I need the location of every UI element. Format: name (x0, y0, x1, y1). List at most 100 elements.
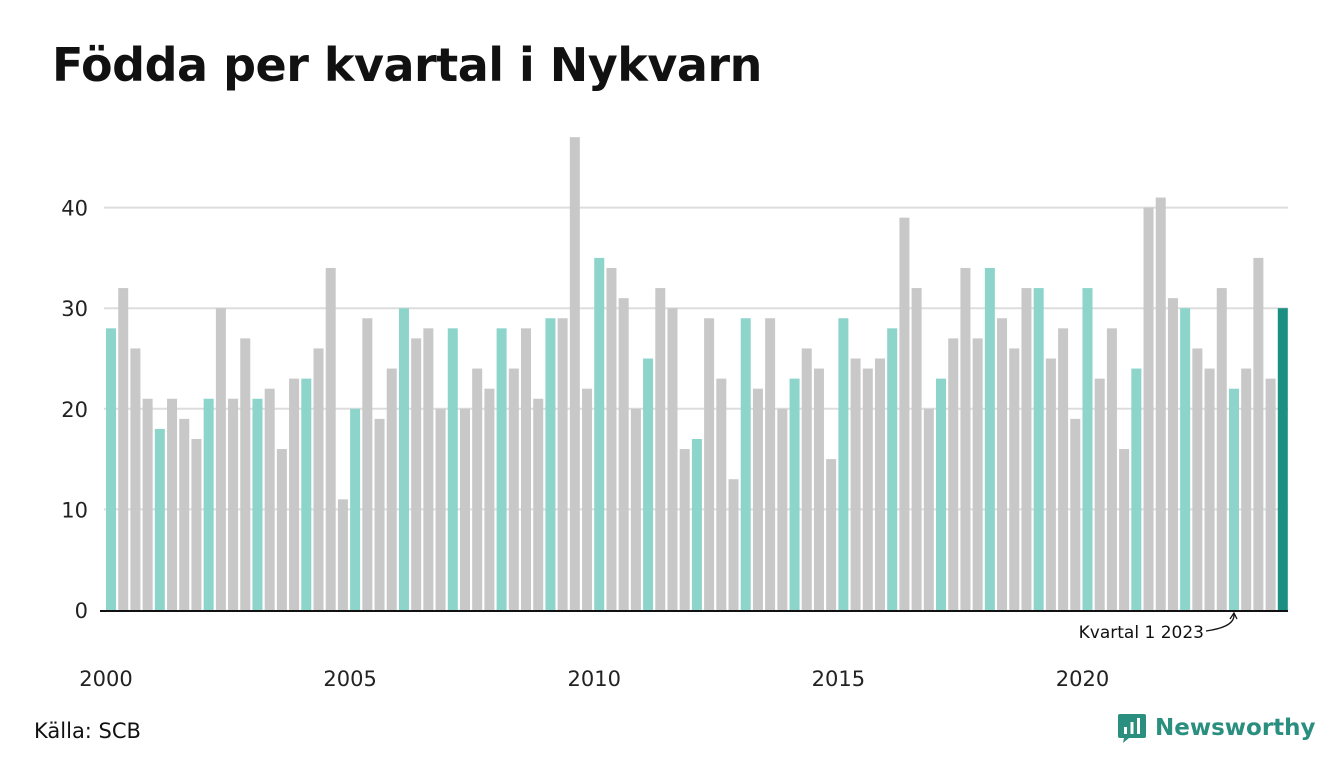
bar-2017-q2 (948, 338, 959, 610)
bar-2012-q3 (716, 378, 727, 610)
bar-2010-q3 (618, 298, 629, 610)
bar-2013-q2 (752, 388, 763, 610)
y-tick-label: 20 (61, 398, 88, 422)
bar-2000-q4 (142, 398, 153, 610)
bar-2001-q1 (154, 428, 165, 610)
bar-2011-q2 (655, 288, 666, 610)
bar-2024-q1 (1277, 308, 1288, 610)
bar-2015-q2 (850, 358, 861, 610)
bar-2007-q1 (447, 328, 458, 610)
chart-title: Födda per kvartal i Nykvarn (52, 38, 762, 92)
bar-2020-q3 (1106, 328, 1117, 610)
bar-2022-q3 (1204, 368, 1215, 610)
bar-2003-q2 (264, 388, 275, 610)
bar-2005-q2 (362, 318, 373, 610)
bar-2000-q1 (106, 328, 117, 610)
x-tick-label: 2015 (812, 667, 865, 691)
bar-2016-q2 (899, 217, 910, 610)
bar-2015-q1 (838, 318, 849, 610)
bar-2013-q1 (740, 318, 751, 610)
bar-2008-q1 (496, 328, 507, 610)
logo-text: Newsworthy (1155, 715, 1316, 741)
bar-2021-q3 (1155, 197, 1166, 611)
bar-2022-q1 (1180, 308, 1191, 610)
bar-2021-q4 (1167, 298, 1178, 610)
x-tick-label: 2000 (79, 667, 132, 691)
bar-2006-q4 (435, 408, 446, 610)
bar-2019-q4 (1070, 418, 1081, 610)
bar-2001-q4 (191, 438, 202, 610)
y-axis-ticks: 0 10 20 30 40 (61, 197, 88, 623)
bar-2007-q3 (472, 368, 483, 610)
bar-2004-q1 (301, 378, 312, 610)
annotation: Kvartal 1 2023 (1079, 611, 1238, 643)
bar-2000-q3 (130, 348, 141, 610)
bar-2005-q3 (374, 418, 385, 610)
bar-2012-q4 (728, 479, 739, 610)
bar-2006-q3 (423, 328, 434, 610)
bar-2001-q3 (179, 418, 190, 610)
bar-2020-q1 (1082, 288, 1093, 610)
bar-2015-q4 (874, 358, 885, 610)
bar-2008-q4 (533, 398, 544, 610)
bar-2010-q1 (594, 257, 605, 610)
bar-2015-q3 (862, 368, 873, 610)
bar-2019-q1 (1033, 288, 1044, 610)
bar-2004-q2 (313, 348, 324, 610)
x-tick-label: 2010 (568, 667, 621, 691)
bar-2003-q3 (276, 449, 287, 610)
bar-2019-q3 (1058, 328, 1069, 610)
bar-2002-q4 (240, 338, 251, 610)
bar-2002-q1 (203, 398, 214, 610)
bar-2008-q3 (521, 328, 532, 610)
annotation-arrow (1205, 611, 1238, 632)
y-tick-label: 30 (61, 297, 88, 321)
bar-2014-q1 (789, 378, 800, 610)
bar-2017-q3 (960, 267, 971, 610)
bar-2001-q2 (167, 398, 178, 610)
bar-2011-q1 (643, 358, 654, 610)
x-axis-ticks: 2000 2005 2010 2015 2020 (79, 667, 1109, 691)
bar-2023-q2 (1241, 368, 1252, 610)
bar-2018-q1 (984, 267, 995, 610)
newsworthy-logo: Newsworthy (1117, 712, 1316, 744)
bar-2005-q1 (350, 408, 361, 610)
bar-2018-q3 (1009, 348, 1020, 610)
bar-2014-q2 (801, 348, 812, 610)
bar-2006-q1 (398, 308, 409, 610)
bar-2004-q4 (337, 499, 348, 610)
bars (106, 137, 1288, 611)
bar-2020-q4 (1119, 449, 1130, 610)
bar-2019-q2 (1045, 358, 1056, 610)
bar-2013-q4 (777, 408, 788, 610)
bar-2020-q2 (1094, 378, 1105, 610)
y-tick-label: 40 (61, 197, 88, 221)
bar-2011-q4 (679, 449, 690, 610)
bar-2003-q1 (252, 398, 263, 610)
bar-2018-q4 (1021, 288, 1032, 610)
bar-2022-q2 (1192, 348, 1203, 610)
bar-2016-q4 (923, 408, 934, 610)
y-tick-label: 10 (61, 498, 88, 522)
bar-2002-q2 (215, 308, 226, 610)
bar-2023-q1 (1228, 388, 1239, 610)
source-note: Källa: SCB (34, 719, 141, 743)
bar-2007-q2 (459, 408, 470, 610)
bar-2011-q3 (667, 308, 678, 610)
bar-2009-q2 (557, 318, 568, 610)
x-tick-label: 2020 (1056, 667, 1109, 691)
bar-2017-q1 (936, 378, 947, 610)
bar-2022-q4 (1216, 288, 1227, 610)
bar-2023-q3 (1253, 257, 1264, 610)
bar-2006-q2 (411, 338, 422, 610)
bar-2012-q2 (704, 318, 715, 610)
bar-2017-q4 (972, 338, 983, 610)
bar-2009-q4 (582, 388, 593, 610)
bar-2002-q3 (228, 398, 239, 610)
bar-2018-q2 (997, 318, 1008, 610)
bar-2012-q1 (691, 438, 702, 610)
bar-2005-q4 (386, 368, 397, 610)
bar-2010-q4 (630, 408, 641, 610)
bar-2010-q2 (606, 267, 617, 610)
